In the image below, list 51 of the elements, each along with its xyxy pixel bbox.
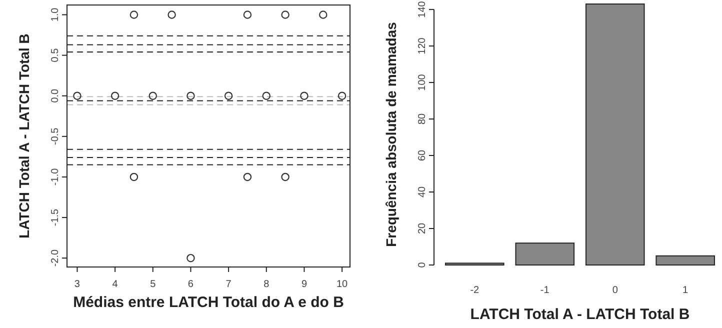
bar <box>515 242 575 266</box>
x-tick-label: 10 <box>336 279 348 290</box>
point <box>73 92 82 100</box>
x-tick-label: 6 <box>188 279 194 290</box>
bar <box>656 255 715 266</box>
point <box>110 92 120 100</box>
x-axis-title: LATCH Total A - LATCH Total B <box>470 306 690 323</box>
point <box>130 10 138 19</box>
y-tick-label: 80 <box>417 112 428 125</box>
y-tick-label: 0.0 <box>50 88 61 103</box>
y-tick-label: 0.5 <box>50 48 61 62</box>
x-tick-label: 3 <box>74 279 80 290</box>
point <box>281 172 290 182</box>
x-tick-label: 1 <box>682 285 689 296</box>
y-tick-label: 1.0 <box>50 7 61 22</box>
x-tick-label: 0 <box>612 285 618 296</box>
point <box>186 92 195 100</box>
point <box>168 10 176 19</box>
y-axis-title: Frequência absoluta de mamadas <box>383 22 399 247</box>
y-tick-label: -0.5 <box>50 127 61 146</box>
point <box>243 10 252 19</box>
y-axis-title: LATCH Total A - LATCH Total B <box>16 34 32 238</box>
y-tick-label: 20 <box>417 222 428 234</box>
point <box>300 92 308 100</box>
bar <box>585 4 645 266</box>
y-tick-label: 100 <box>417 74 428 91</box>
point <box>130 172 138 182</box>
point <box>281 10 290 19</box>
y-tick-label: -2.0 <box>50 249 61 267</box>
y-tick-label: 60 <box>417 149 428 162</box>
y-tick-label: -1.0 <box>50 168 61 186</box>
x-axis-title: Médias entre LATCH Total do A e do B <box>73 294 344 311</box>
point <box>243 172 252 182</box>
point <box>148 92 157 100</box>
point <box>186 254 195 262</box>
x-tick-label: 4 <box>112 279 118 290</box>
x-tick-label: 7 <box>226 279 232 290</box>
point <box>319 10 328 19</box>
point <box>224 92 233 100</box>
x-tick-label: 8 <box>264 279 270 290</box>
point <box>262 92 271 100</box>
x-tick-label: -2 <box>470 285 480 296</box>
x-tick-label: 5 <box>150 279 156 290</box>
point <box>338 92 346 100</box>
x-tick-label: -1 <box>540 285 550 296</box>
y-tick-label: 0 <box>417 262 428 268</box>
y-tick-label: -1.5 <box>50 208 61 226</box>
y-tick-label: 140 <box>417 0 428 18</box>
y-tick-label: 120 <box>417 37 428 54</box>
x-tick-label: 9 <box>301 279 308 290</box>
y-tick-label: 40 <box>417 186 428 198</box>
